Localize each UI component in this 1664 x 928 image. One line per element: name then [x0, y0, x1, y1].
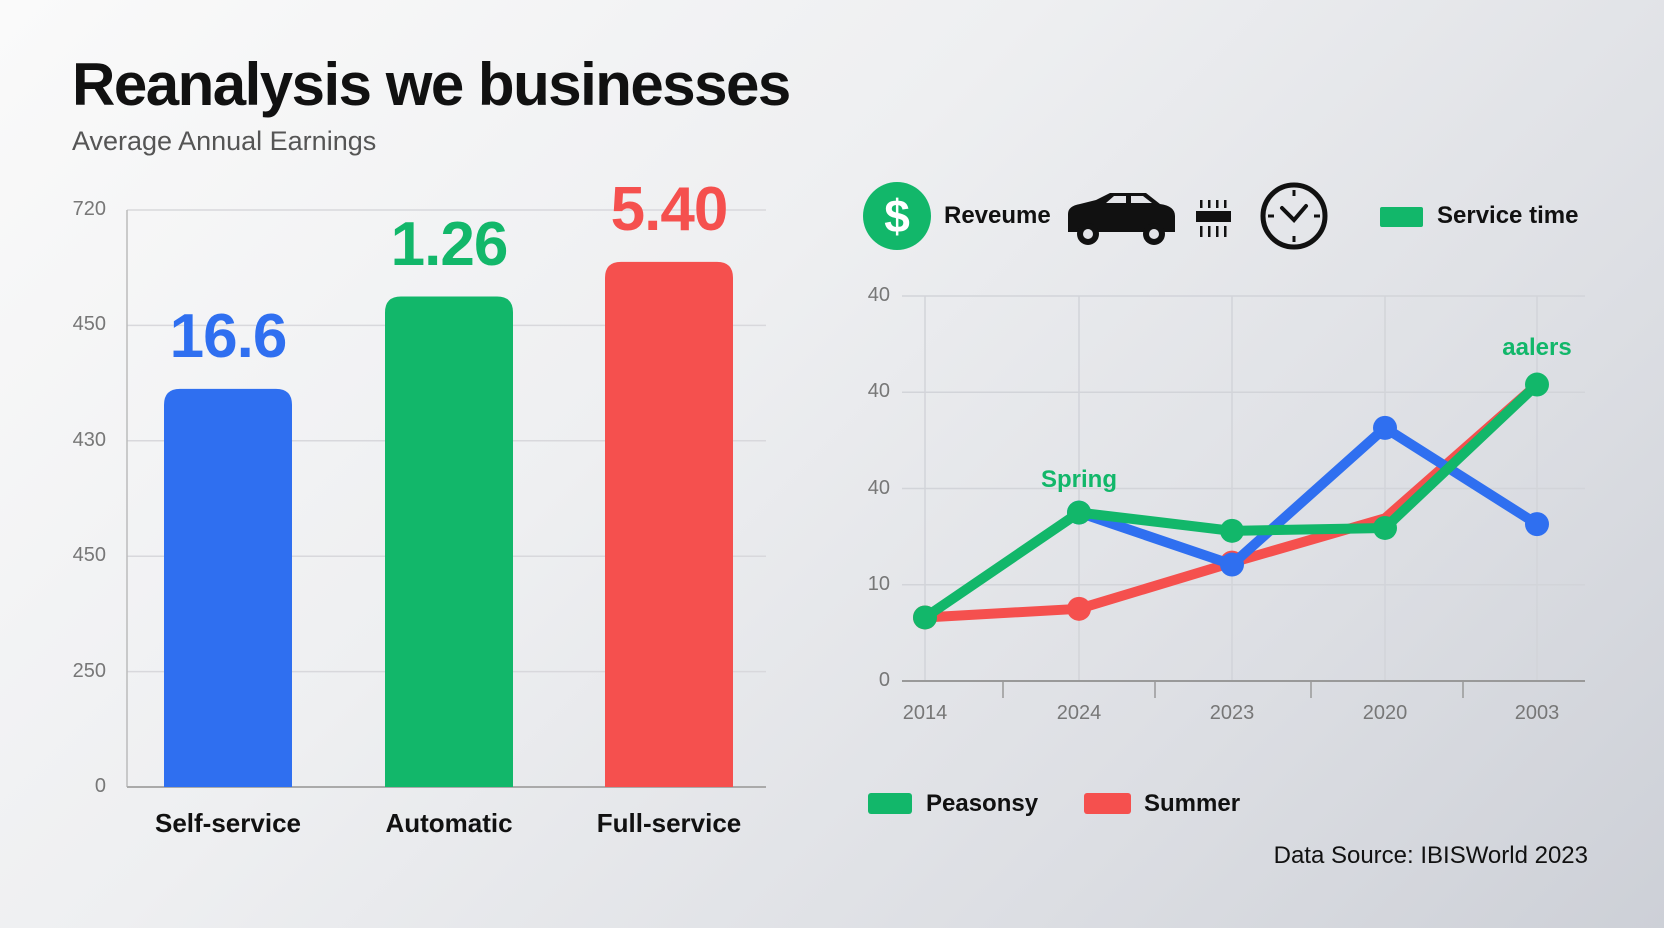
- bar-y-tick-label: 450: [72, 313, 106, 336]
- bar-y-tick-label: 720: [72, 198, 106, 220]
- line-point: [1067, 500, 1091, 525]
- clock-hands: [1280, 204, 1308, 223]
- line-x-tick-label: 2014: [902, 702, 948, 724]
- car-windows: [1106, 196, 1152, 203]
- legend-label-peasonsy: Peasonsy: [926, 790, 1039, 817]
- line-x-tick-label: 2024: [1056, 702, 1102, 724]
- line-y-tick-label: 40: [867, 476, 890, 499]
- legend-revenue-label: Reveume: [944, 202, 1051, 229]
- grille-line: [1216, 226, 1219, 237]
- line-y-tick-label: 40: [867, 380, 890, 403]
- legend-swatch-service-time: [1380, 207, 1423, 227]
- line-y-tick-label: 40: [867, 284, 890, 306]
- line-point: [1525, 512, 1549, 537]
- bar-y-tick-label: 430: [72, 428, 106, 451]
- legend-swatch-summer: [1084, 793, 1131, 814]
- line-annotation: Spring: [1041, 466, 1117, 493]
- car-hub: [1149, 229, 1159, 239]
- bar-category-label: Automatic: [385, 808, 513, 838]
- data-source: Data Source: IBISWorld 2023: [1273, 842, 1588, 869]
- line-x-tick-label: 2020: [1362, 702, 1408, 724]
- legend-swatch-peasonsy: [868, 793, 912, 814]
- bar-full-service: [605, 261, 733, 787]
- legend-service-time-label: Service time: [1437, 202, 1579, 229]
- grille-line: [1200, 200, 1203, 208]
- grille-line: [1208, 200, 1211, 208]
- clock-face: [1260, 182, 1328, 250]
- line-series-0: [920, 379, 1542, 623]
- line-point: [1373, 515, 1397, 540]
- bar-y-tick-label: 250: [72, 659, 106, 682]
- grille-icon: [1196, 200, 1231, 237]
- dollar-sign: $: [884, 190, 910, 242]
- grille-line: [1216, 200, 1219, 208]
- line-series-2: [920, 379, 1542, 623]
- line-annotation: aalers: [1502, 334, 1572, 361]
- clock-icon: [1260, 182, 1328, 250]
- car-hub: [1083, 229, 1093, 239]
- grille-line: [1200, 226, 1203, 237]
- bar-self-service: [164, 388, 292, 787]
- line-point: [913, 605, 937, 630]
- legend-label-summer: Summer: [1144, 790, 1241, 817]
- page-subtitle: Average Annual Earnings: [72, 126, 377, 156]
- line-point: [1067, 596, 1091, 621]
- bar-automatic: [385, 296, 513, 787]
- grille-line: [1224, 200, 1227, 208]
- grille-line: [1224, 226, 1227, 237]
- bar-category-label: Self-service: [155, 808, 301, 838]
- bar-y-tick-label: 0: [94, 775, 106, 797]
- car-icon: [1068, 193, 1175, 245]
- bar-value-label: 5.40: [610, 174, 729, 244]
- line-x-tick-label: 2003: [1514, 702, 1560, 724]
- line-point: [1220, 518, 1244, 543]
- line-point: [1525, 372, 1549, 397]
- grille-bar: [1196, 211, 1231, 222]
- bar-y-tick-label: 450: [72, 544, 106, 567]
- line-y-tick-label: 10: [867, 572, 890, 595]
- line-series-1: [1074, 422, 1542, 570]
- line-y-tick-label: 0: [878, 669, 890, 691]
- bar-value-label: 16.6: [169, 301, 288, 371]
- grille-line: [1208, 226, 1211, 237]
- line-point: [1373, 415, 1397, 440]
- line-x-tick-label: 2023: [1209, 702, 1255, 724]
- page-title: Reanalysis we businesses: [72, 51, 791, 118]
- dollar-icon: [863, 182, 931, 250]
- bar-value-label: 1.26: [390, 209, 509, 279]
- bar-category-label: Full-service: [596, 808, 742, 838]
- line-point: [1220, 552, 1244, 577]
